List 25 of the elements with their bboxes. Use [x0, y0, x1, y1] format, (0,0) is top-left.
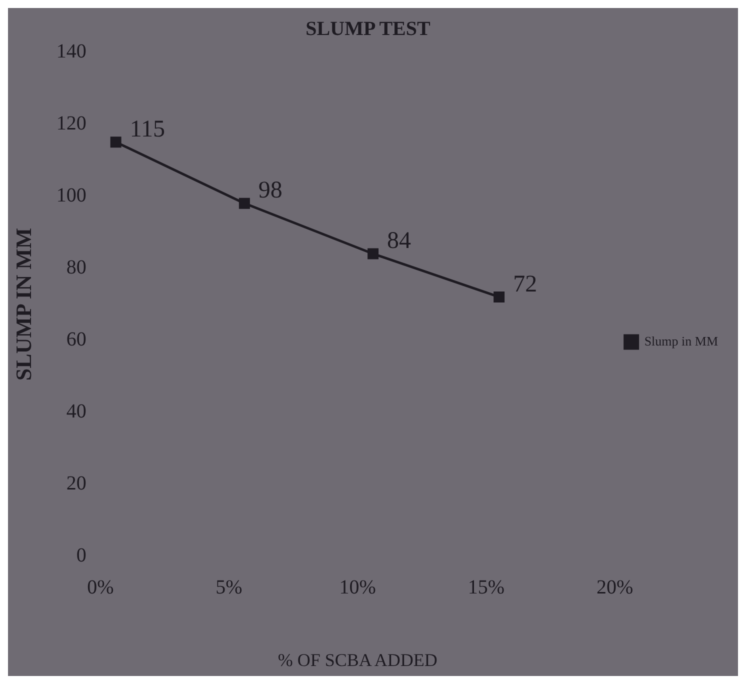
- x-tick-label: 15%: [468, 576, 505, 599]
- x-tick-label: 20%: [596, 576, 634, 599]
- chart-title: SLUMP TEST: [306, 18, 431, 40]
- y-tick-label: 40: [66, 400, 86, 423]
- y-tick-label: 100: [56, 184, 86, 206]
- x-tick-label: 10%: [339, 576, 376, 599]
- y-tick-label: 80: [66, 256, 86, 278]
- legend-label: Slump in MM: [644, 333, 718, 348]
- y-tick-label: 0: [76, 544, 86, 567]
- x-tick-label: 0%: [87, 576, 114, 599]
- y-tick-label: 120: [56, 112, 86, 134]
- y-tick-label: 140: [56, 40, 86, 62]
- y-axis-title: SLUMP IN MM: [10, 228, 36, 381]
- data-label: 115: [130, 116, 165, 142]
- x-axis-title: % OF SCBA ADDED: [278, 650, 438, 670]
- y-tick-label: 20: [66, 472, 86, 495]
- y-tick-label: 60: [66, 328, 86, 350]
- point: [110, 136, 122, 148]
- point: [368, 248, 379, 260]
- data-label: 72: [513, 271, 538, 298]
- data-label: 98: [258, 178, 282, 204]
- data-label: 84: [387, 228, 412, 254]
- x-tick-label: 5%: [216, 576, 242, 599]
- point: [238, 198, 250, 209]
- point: [494, 292, 505, 302]
